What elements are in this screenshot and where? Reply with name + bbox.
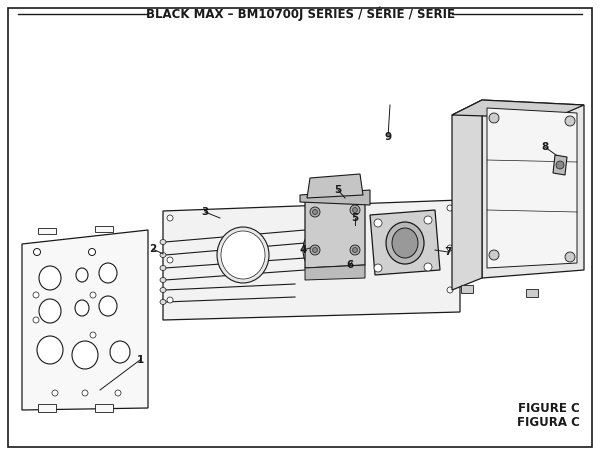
Text: 1: 1 <box>136 355 143 365</box>
Ellipse shape <box>39 266 61 290</box>
Polygon shape <box>452 100 482 290</box>
Circle shape <box>167 297 173 303</box>
Text: 8: 8 <box>541 142 548 152</box>
Circle shape <box>350 245 360 255</box>
Ellipse shape <box>99 263 117 283</box>
Polygon shape <box>305 265 365 280</box>
Circle shape <box>313 209 317 214</box>
Text: 5: 5 <box>334 185 341 195</box>
Ellipse shape <box>99 296 117 316</box>
Polygon shape <box>163 200 460 320</box>
Ellipse shape <box>75 300 89 316</box>
Circle shape <box>565 252 575 262</box>
Bar <box>526 289 538 297</box>
Bar <box>461 285 473 293</box>
Circle shape <box>167 257 173 263</box>
Ellipse shape <box>303 223 353 277</box>
Polygon shape <box>22 230 148 410</box>
Polygon shape <box>482 100 584 278</box>
Polygon shape <box>452 100 584 118</box>
Polygon shape <box>307 174 363 198</box>
Text: 6: 6 <box>346 260 353 270</box>
Text: 4: 4 <box>299 245 307 255</box>
Circle shape <box>447 287 453 293</box>
Circle shape <box>313 248 317 253</box>
Circle shape <box>33 292 39 298</box>
Ellipse shape <box>160 278 166 283</box>
Text: BLACK MAX – BM10700J SERIES / SÉRIE / SERIE: BLACK MAX – BM10700J SERIES / SÉRIE / SE… <box>146 7 455 21</box>
Circle shape <box>89 248 95 256</box>
Ellipse shape <box>160 253 166 258</box>
Polygon shape <box>300 190 370 205</box>
Ellipse shape <box>160 239 166 244</box>
Polygon shape <box>370 210 440 275</box>
Circle shape <box>424 263 432 271</box>
Circle shape <box>82 390 88 396</box>
Circle shape <box>353 207 358 212</box>
Circle shape <box>447 245 453 251</box>
Circle shape <box>447 205 453 211</box>
Ellipse shape <box>392 228 418 258</box>
Polygon shape <box>305 195 365 268</box>
Text: 9: 9 <box>385 132 392 142</box>
Circle shape <box>34 248 41 256</box>
Circle shape <box>90 292 96 298</box>
Circle shape <box>350 205 360 215</box>
Ellipse shape <box>388 226 422 264</box>
Circle shape <box>556 161 564 169</box>
Text: FIGURE C: FIGURE C <box>518 401 580 415</box>
Ellipse shape <box>110 341 130 363</box>
Ellipse shape <box>39 299 61 323</box>
Text: FIGURA C: FIGURA C <box>517 415 580 429</box>
Circle shape <box>374 219 382 227</box>
Circle shape <box>424 216 432 224</box>
Ellipse shape <box>386 222 424 264</box>
Ellipse shape <box>160 288 166 293</box>
Circle shape <box>565 116 575 126</box>
Circle shape <box>310 207 320 217</box>
Circle shape <box>90 332 96 338</box>
Ellipse shape <box>160 266 166 271</box>
Ellipse shape <box>217 227 269 283</box>
Circle shape <box>353 248 358 253</box>
Text: 7: 7 <box>445 247 452 257</box>
Bar <box>38 404 56 412</box>
Circle shape <box>167 215 173 221</box>
Ellipse shape <box>72 341 98 369</box>
Polygon shape <box>553 155 567 175</box>
Text: 5: 5 <box>352 213 359 223</box>
Ellipse shape <box>307 227 349 273</box>
Circle shape <box>52 390 58 396</box>
Ellipse shape <box>76 268 88 282</box>
Bar <box>95 404 113 412</box>
Circle shape <box>115 390 121 396</box>
Polygon shape <box>487 108 577 268</box>
Ellipse shape <box>160 299 166 304</box>
Text: 2: 2 <box>149 244 157 254</box>
Circle shape <box>374 264 382 272</box>
Circle shape <box>489 113 499 123</box>
Circle shape <box>33 317 39 323</box>
Ellipse shape <box>37 336 63 364</box>
Ellipse shape <box>221 231 265 279</box>
Bar <box>38 228 56 234</box>
Text: 3: 3 <box>202 207 209 217</box>
Ellipse shape <box>384 222 426 268</box>
Circle shape <box>310 245 320 255</box>
Bar <box>95 226 113 232</box>
Circle shape <box>489 250 499 260</box>
